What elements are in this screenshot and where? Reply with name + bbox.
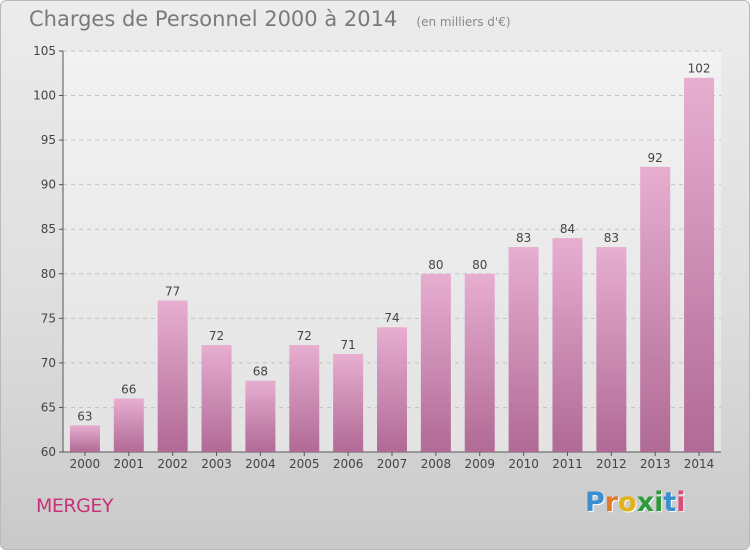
x-tick-label: 2005 [289,457,320,471]
bar [464,273,495,452]
bar [245,380,276,452]
y-tick-label: 70 [41,356,56,370]
logo-letter: x [636,487,655,518]
bar [113,398,144,452]
chart-title-block: Charges de Personnel 2000 à 2014 (en mil… [29,7,511,31]
bar-value-label: 74 [384,311,399,325]
bar-value-label: 102 [688,62,711,76]
y-tick-label: 100 [33,89,56,103]
chart-subtitle: (en milliers d'€) [416,15,511,29]
bar [596,247,627,452]
y-tick-label: 95 [41,133,56,147]
bar-value-label: 83 [516,231,531,245]
bar-value-label: 66 [121,383,136,397]
y-tick-label: 90 [41,178,56,192]
bar-value-label: 72 [209,329,224,343]
x-tick-label: 2014 [684,457,715,471]
x-tick-label: 2013 [640,457,671,471]
logo-letter: i [654,487,664,518]
x-tick-label: 2003 [201,457,232,471]
bar [377,327,407,452]
x-tick-label: 2009 [464,457,495,471]
bar-value-label: 80 [428,258,443,272]
x-tick-label: 2000 [70,457,101,471]
bar [640,166,671,452]
bar [684,77,715,452]
logo-letter: r [604,487,619,518]
place-name: MERGEY [36,495,113,517]
x-tick-label: 2001 [114,457,145,471]
bar-value-label: 68 [253,365,268,379]
bar [552,238,583,452]
y-tick-label: 75 [41,311,56,325]
bar [420,273,451,452]
y-tick-label: 80 [41,267,56,281]
bar-value-label: 92 [648,151,663,165]
x-tick-label: 2008 [421,457,452,471]
logo-letter: t [663,487,677,518]
proxiti-logo: Proxiti [585,487,686,518]
logo-letter: i [676,487,686,518]
bar [289,345,320,452]
bar-value-label: 84 [560,222,575,236]
bar-value-label: 63 [77,409,92,423]
x-tick-label: 2004 [245,457,276,471]
bar-value-label: 72 [297,329,312,343]
bar-value-label: 71 [340,338,355,352]
x-tick-label: 2011 [552,457,583,471]
bar [508,247,539,452]
x-tick-label: 2012 [596,457,627,471]
chart-title: Charges de Personnel 2000 à 2014 [29,7,398,31]
y-tick-label: 60 [41,445,56,459]
y-tick-label: 65 [41,400,56,414]
x-tick-label: 2002 [157,457,188,471]
y-tick-label: 105 [33,44,56,58]
bar-value-label: 77 [165,285,180,299]
bar [333,353,364,452]
bar [201,345,232,452]
y-tick-label: 85 [41,222,56,236]
x-tick-label: 2010 [508,457,539,471]
bar-value-label: 80 [472,258,487,272]
logo-letter: o [618,487,637,518]
x-tick-label: 2006 [333,457,364,471]
logo-letter: P [585,487,605,518]
bar [69,425,100,452]
bar-value-label: 83 [604,231,619,245]
bar [157,300,188,452]
x-tick-label: 2007 [377,457,408,471]
